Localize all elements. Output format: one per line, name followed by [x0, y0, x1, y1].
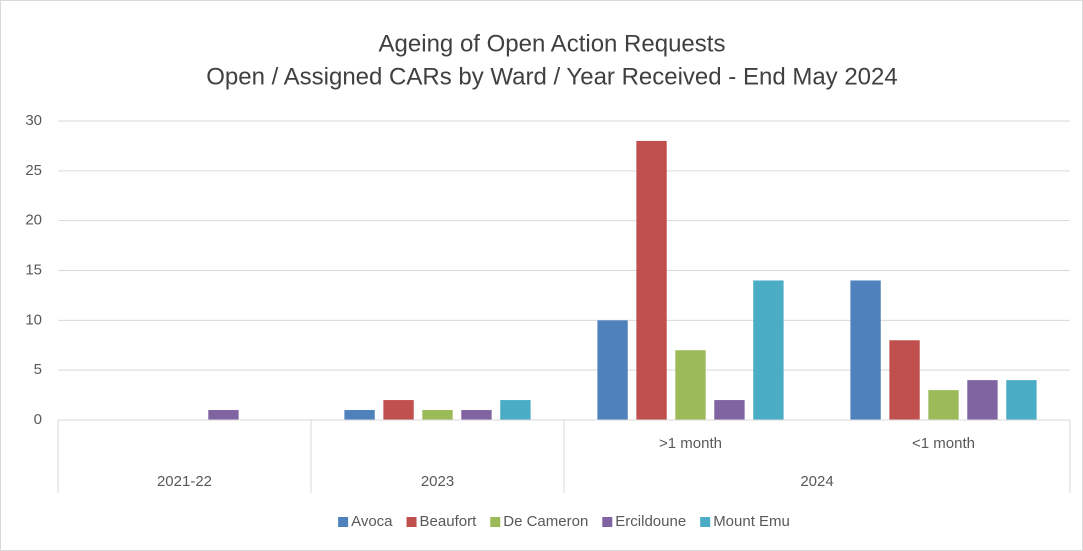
x-group-label: 2023: [421, 473, 454, 490]
legend-label: Ercildoune: [615, 513, 686, 530]
y-tick-label: 30: [25, 112, 42, 129]
bar: [967, 380, 998, 420]
chart-title: Ageing of Open Action Requests: [379, 30, 726, 57]
bar: [928, 390, 959, 420]
bar: [714, 400, 745, 420]
bar: [461, 410, 492, 420]
bar: [422, 410, 453, 420]
bar: [1006, 380, 1037, 420]
bar: [850, 280, 881, 420]
bar: [383, 400, 414, 420]
x-group-label: 2021-22: [157, 473, 212, 490]
legend-label: Beaufort: [420, 513, 478, 530]
legend-swatch: [406, 517, 417, 527]
legend-label: Avoca: [351, 513, 393, 530]
bar: [675, 350, 706, 420]
bar: [636, 140, 667, 420]
legend-label: Mount Emu: [713, 513, 790, 530]
legend-swatch: [490, 517, 501, 527]
x-tick-label: <1 month: [912, 435, 975, 452]
y-tick-label: 5: [34, 361, 42, 378]
y-tick-label: 25: [25, 162, 42, 179]
legend-swatch: [602, 517, 613, 527]
x-tick-label: >1 month: [659, 435, 722, 452]
bar: [500, 400, 531, 420]
legend: Avoca Beaufort De Cameron Ercildoune Mount E…: [338, 513, 790, 530]
legend-label: De Cameron: [503, 513, 588, 530]
legend-swatch: [700, 517, 711, 527]
y-tick-label: 20: [25, 212, 42, 229]
x-group-label: 2024: [800, 473, 833, 490]
chart-subtitle: Open / Assigned CARs by Ward / Year Rece…: [206, 63, 897, 90]
y-tick-label: 0: [34, 411, 42, 428]
bar: [208, 410, 239, 420]
bar: [344, 410, 375, 420]
bar: [597, 320, 628, 420]
bar: [753, 280, 784, 420]
y-tick-label: 15: [25, 261, 42, 278]
bar: [889, 340, 920, 420]
y-tick-label: 10: [25, 311, 42, 328]
legend-swatch: [338, 517, 349, 527]
